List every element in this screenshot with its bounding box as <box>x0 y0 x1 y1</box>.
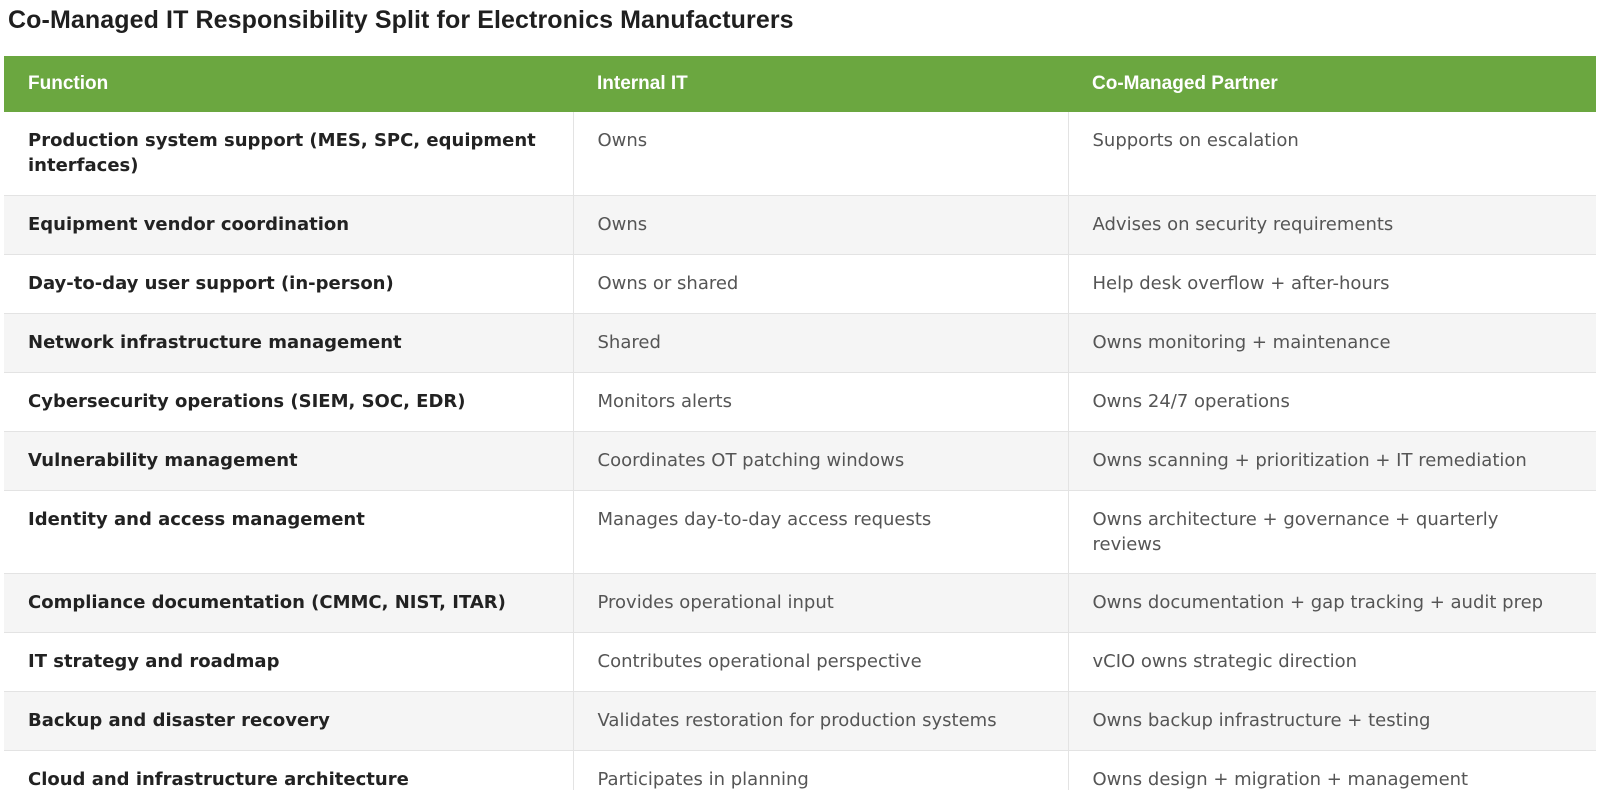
column-header-internal-it: Internal IT <box>597 73 688 94</box>
table-row: Network infrastructure management Shared… <box>4 313 1596 372</box>
table-row: Compliance documentation (CMMC, NIST, IT… <box>4 573 1596 632</box>
table-row: Production system support (MES, SPC, equ… <box>4 112 1596 195</box>
table-body: Production system support (MES, SPC, equ… <box>4 112 1596 790</box>
function-cell: Network infrastructure management <box>28 331 402 353</box>
internal-it-cell: Coordinates OT patching windows <box>572 431 1068 490</box>
table-row: Cybersecurity operations (SIEM, SOC, EDR… <box>4 372 1596 431</box>
internal-it-cell: Monitors alerts <box>572 372 1068 431</box>
function-cell: Identity and access management <box>28 508 365 530</box>
responsibility-table: Function Internal IT Co-Managed Partner … <box>4 56 1596 790</box>
partner-cell: Help desk overflow + after-hours <box>1067 254 1596 313</box>
partner-cell: vCIO owns strategic direction <box>1067 632 1596 691</box>
internal-it-cell: Participates in planning <box>572 750 1068 790</box>
internal-it-cell: Contributes operational perspective <box>572 632 1068 691</box>
partner-cell: Supports on escalation <box>1067 112 1596 195</box>
function-cell: Production system support (MES, SPC, equ… <box>28 130 536 176</box>
table-header: Function Internal IT Co-Managed Partner <box>4 56 1596 112</box>
function-cell: Equipment vendor coordination <box>28 213 350 235</box>
page-title: Co-Managed IT Responsibility Split for E… <box>8 6 794 34</box>
partner-cell: Owns monitoring + maintenance <box>1067 313 1596 372</box>
partner-cell: Advises on security requirements <box>1067 195 1596 254</box>
partner-cell: Owns scanning + prioritization + IT reme… <box>1067 431 1596 490</box>
function-cell: Cloud and infrastructure architecture <box>28 768 409 790</box>
function-cell: Vulnerability management <box>28 449 298 471</box>
table-row: Vulnerability management Coordinates OT … <box>4 431 1596 490</box>
partner-cell: Owns design + migration + management <box>1067 750 1596 790</box>
function-cell: Day-to-day user support (in-person) <box>28 272 394 294</box>
table-row: Cloud and infrastructure architecture Pa… <box>4 750 1596 790</box>
partner-cell: Owns backup infrastructure + testing <box>1067 691 1596 750</box>
internal-it-cell: Provides operational input <box>572 573 1068 632</box>
function-cell: IT strategy and roadmap <box>28 650 280 672</box>
table-row: Identity and access management Manages d… <box>4 490 1596 573</box>
table-row: IT strategy and roadmap Contributes oper… <box>4 632 1596 691</box>
function-cell: Backup and disaster recovery <box>28 709 330 731</box>
internal-it-cell: Validates restoration for production sys… <box>572 691 1068 750</box>
partner-cell: Owns 24/7 operations <box>1067 372 1596 431</box>
function-cell: Cybersecurity operations (SIEM, SOC, EDR… <box>28 390 466 412</box>
internal-it-cell: Shared <box>572 313 1068 372</box>
table-row: Equipment vendor coordination Owns Advis… <box>4 195 1596 254</box>
function-cell: Compliance documentation (CMMC, NIST, IT… <box>28 591 506 613</box>
column-header-co-managed-partner: Co-Managed Partner <box>1092 73 1278 94</box>
internal-it-cell: Manages day-to-day access requests <box>572 490 1068 573</box>
column-header-function: Function <box>28 73 109 94</box>
internal-it-cell: Owns <box>572 112 1068 195</box>
table-row: Backup and disaster recovery Validates r… <box>4 691 1596 750</box>
partner-cell: Owns architecture + governance + quarter… <box>1067 490 1596 573</box>
internal-it-cell: Owns or shared <box>572 254 1068 313</box>
table-row: Day-to-day user support (in-person) Owns… <box>4 254 1596 313</box>
header-row: Function Internal IT Co-Managed Partner <box>4 56 1596 112</box>
partner-cell: Owns documentation + gap tracking + audi… <box>1067 573 1596 632</box>
internal-it-cell: Owns <box>572 195 1068 254</box>
